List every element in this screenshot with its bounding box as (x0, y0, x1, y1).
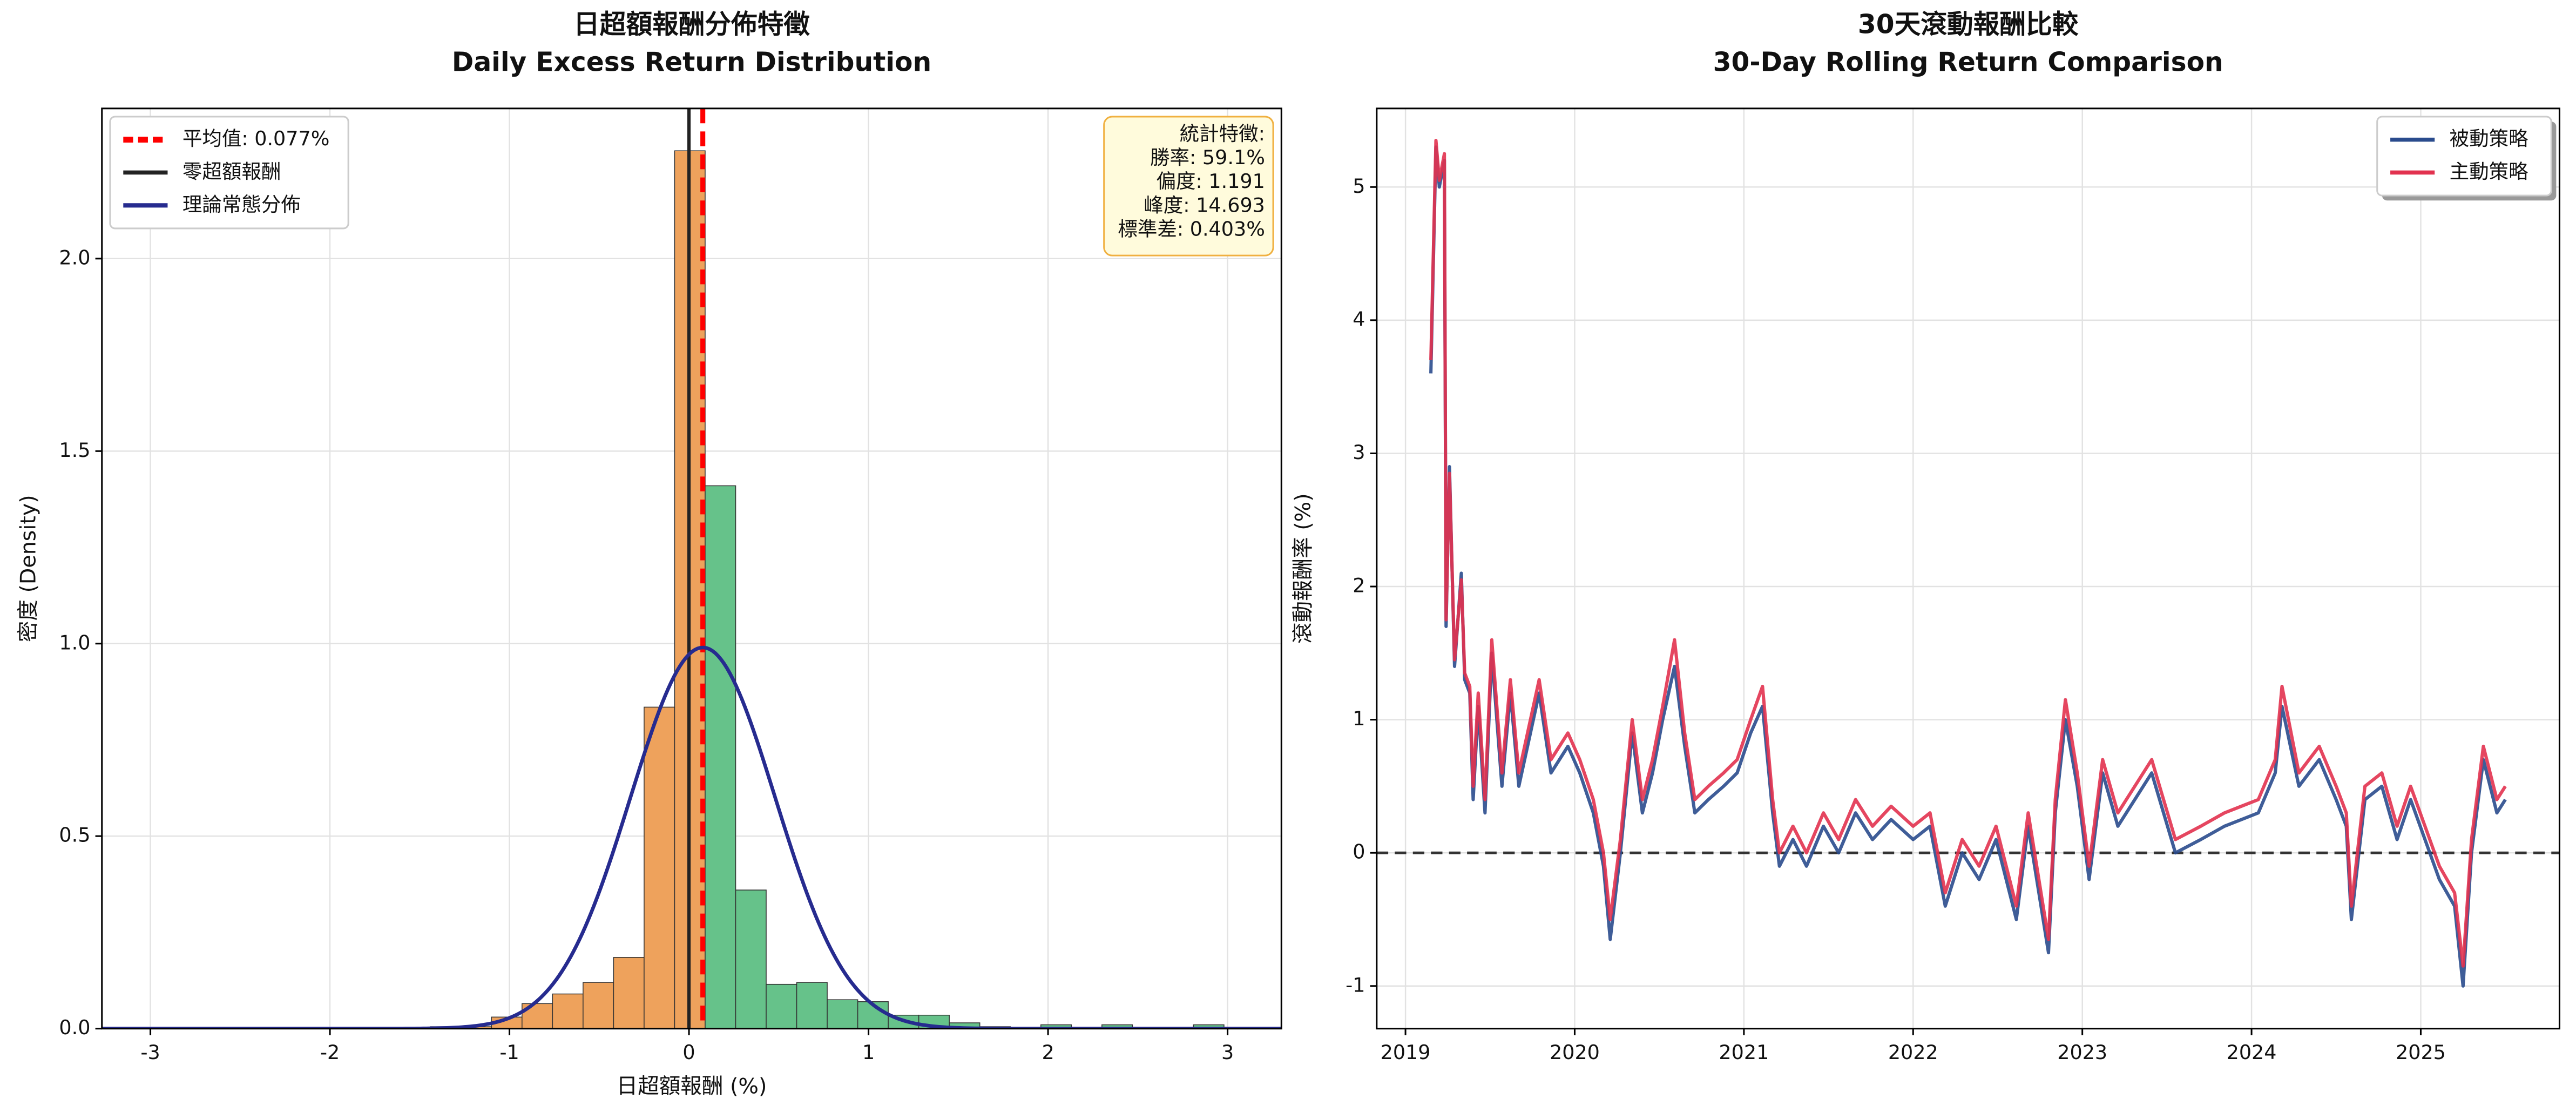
bar (735, 889, 767, 1029)
x-tick-label: 2021 (1719, 1041, 1769, 1064)
bar (827, 999, 858, 1029)
y-tick-label: 3 (1353, 441, 1365, 464)
chart-title: 30天滾動報酬比較 (1858, 10, 2079, 40)
y-tick-label: 5 (1353, 174, 1365, 198)
bar (766, 983, 797, 1029)
chart-title: 日超額報酬分佈特徵 (573, 10, 810, 40)
stats-line: 偏度: 1.191 (1156, 170, 1265, 193)
y-tick-label: 2 (1353, 574, 1365, 597)
y-tick-label: 0.0 (59, 1016, 90, 1039)
legend-label: 被動策略 (2450, 127, 2528, 150)
x-tick-label: 0 (682, 1041, 695, 1064)
x-tick-label: 2019 (1381, 1041, 1431, 1064)
stats-box-bg (1103, 116, 1274, 257)
bar (644, 706, 675, 1029)
y-tick-label: 2.0 (59, 246, 90, 269)
y-tick-label: 1.0 (59, 631, 90, 654)
legend-label: 零超額報酬 (182, 160, 281, 183)
normal-curve (102, 645, 1282, 1029)
y-axis-label: 密度 (Density) (16, 495, 40, 642)
x-tick-label: 2022 (1888, 1041, 1938, 1064)
chart: 日超額報酬分佈特徵 Daily Excess Return Distributio… (16, 10, 1282, 1099)
stats-line: 勝率: 59.1% (1150, 146, 1265, 169)
y-tick-label: -1 (1346, 973, 1365, 996)
y-tick-label: 1.5 (59, 439, 90, 462)
x-tick-label: -1 (499, 1041, 519, 1064)
legend-label: 平均值: 0.077% (182, 127, 330, 150)
bar (705, 485, 736, 1029)
x-tick-label: -2 (320, 1041, 340, 1064)
y-tick-label: 0.5 (59, 824, 90, 847)
stats-line: 統計特徵: (1180, 122, 1265, 145)
chart: 30天滾動報酬比較 30-Day Rolling Return Compariso… (1290, 10, 2560, 1064)
bar (1040, 1024, 1072, 1029)
series-line (1429, 145, 2507, 988)
x-tick-label: 2020 (1550, 1041, 1600, 1064)
x-tick-label: -3 (140, 1041, 160, 1064)
bar (1193, 1024, 1225, 1029)
bar (1101, 1024, 1133, 1029)
bar (613, 957, 645, 1029)
x-axis-label: 日超額報酬 (%) (617, 1074, 767, 1099)
chart-subtitle: Daily Excess Return Distribution (452, 48, 931, 78)
x-tick-label: 2025 (2396, 1041, 2446, 1064)
x-tick-label: 2024 (2227, 1041, 2277, 1064)
legend-bg (109, 116, 349, 230)
plot-area (102, 108, 1282, 1029)
stats-line: 標準差: 0.403% (1118, 217, 1265, 240)
y-axis-label: 滾動報酬率 (%) (1290, 493, 1315, 644)
legend-label: 理論常態分佈 (182, 193, 301, 216)
stats-line: 峰度: 14.693 (1144, 193, 1265, 217)
y-tick-label: 0 (1353, 840, 1365, 864)
axes-frame (1376, 107, 2560, 1030)
chart-subtitle: 30-Day Rolling Return Comparison (1713, 48, 2223, 78)
y-tick-label: 1 (1353, 707, 1365, 730)
legend-bg (2376, 116, 2552, 197)
x-tick-label: 3 (1221, 1041, 1234, 1064)
bar (583, 982, 614, 1029)
legend-label: 主動策略 (2450, 160, 2528, 183)
x-tick-label: 1 (862, 1041, 875, 1064)
plot-area (1376, 138, 2560, 988)
axes-frame (101, 107, 1282, 1030)
series-line (1429, 138, 2507, 968)
x-tick-label: 2 (1042, 1041, 1054, 1064)
bar (552, 993, 584, 1029)
x-tick-label: 2023 (2057, 1041, 2107, 1064)
y-tick-label: 4 (1353, 307, 1365, 331)
bar (796, 982, 828, 1029)
